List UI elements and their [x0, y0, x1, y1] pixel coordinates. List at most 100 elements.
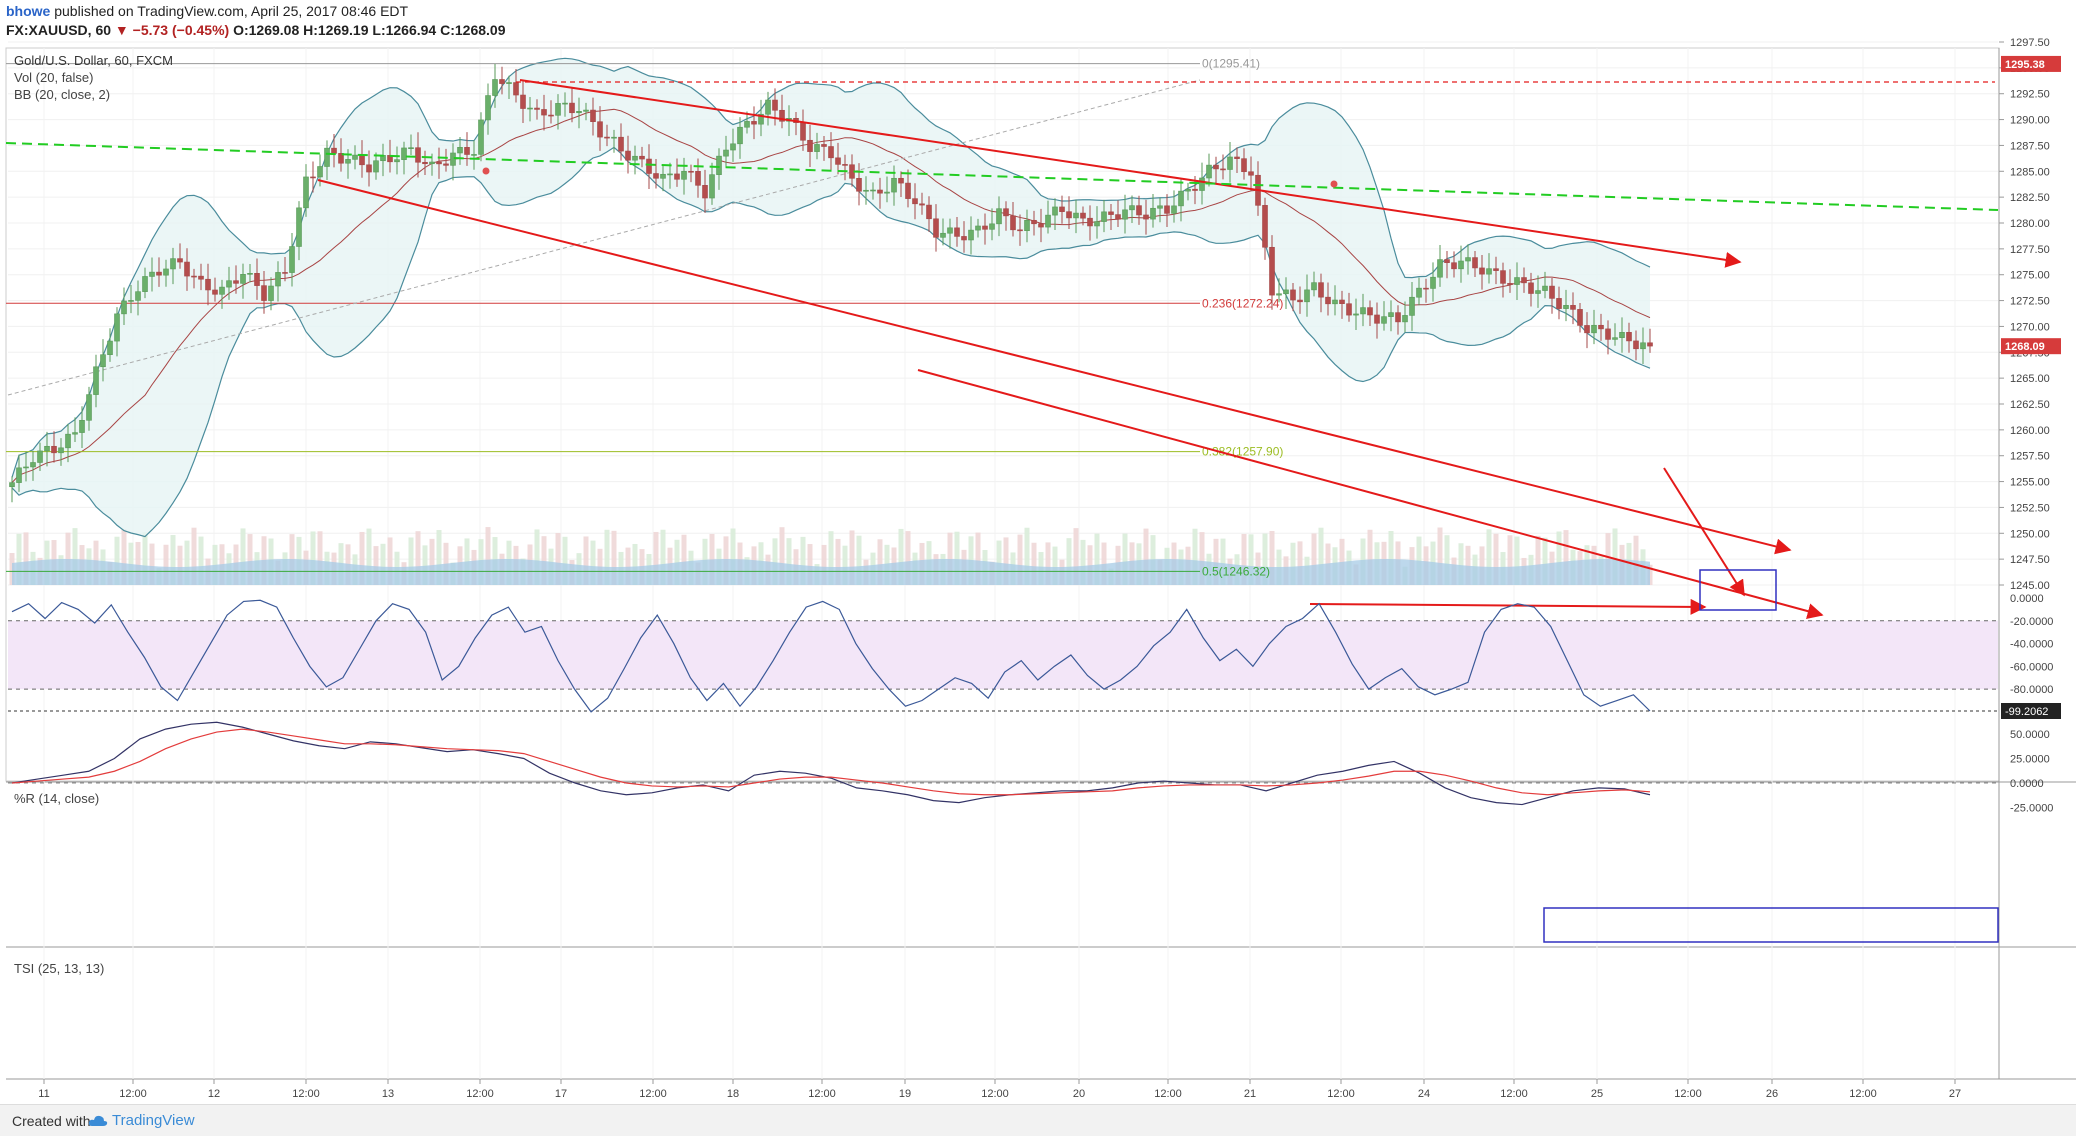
- candle-body: [1108, 211, 1114, 215]
- candle-body: [1486, 268, 1492, 275]
- price-axis[interactable]: 1297.501295.001292.501290.001287.501285.…: [1999, 37, 2061, 592]
- candle-body: [1479, 267, 1485, 275]
- author-link[interactable]: bhowe: [6, 3, 51, 19]
- volume-bar: [436, 530, 442, 585]
- price-tick-label: 1257.50: [2010, 451, 2050, 463]
- chart-svg[interactable]: 0(1295.41) 0.236(1272.24) 0.382(1257.90) 0.…: [0, 0, 2076, 1104]
- candle-body: [1346, 303, 1352, 316]
- volume-bar: [177, 545, 183, 585]
- candle-body: [352, 154, 358, 160]
- volume-bar: [681, 534, 687, 585]
- candle-body: [1241, 158, 1247, 173]
- volume-bar: [135, 541, 141, 585]
- volume-bar: [72, 528, 78, 585]
- publish-header: bhowe published on TradingView.com, Apri…: [0, 0, 2076, 46]
- volume-bar: [1493, 533, 1499, 585]
- tsi-pane[interactable]: 50.0000 25.0000 0.0000 -25.0000: [8, 721, 2053, 815]
- time-axis[interactable]: 11 12:00 12 12:00 13 12:00 17 12:00 18 12:00 19 12:…: [38, 1079, 1961, 1100]
- time-tick-label: 21: [1244, 1088, 1256, 1100]
- candle-body: [870, 189, 876, 192]
- volume-bar: [191, 527, 197, 585]
- candle-body: [751, 121, 757, 125]
- candle-body: [625, 150, 631, 161]
- candle-body: [1031, 219, 1037, 225]
- candle-body: [1038, 223, 1044, 228]
- candle-body: [1591, 324, 1597, 334]
- candle-body: [345, 159, 351, 164]
- candles: [9, 63, 1653, 503]
- volume-bar: [800, 536, 806, 585]
- candle-body: [996, 208, 1002, 225]
- time-tick-label: 27: [1949, 1088, 1961, 1100]
- candle-body: [163, 268, 169, 276]
- candle-body: [1430, 276, 1436, 289]
- candle-body: [1017, 229, 1023, 232]
- candle-body: [1080, 212, 1086, 219]
- candle-body: [170, 258, 176, 270]
- channel-lower-1: [317, 179, 1792, 555]
- candle-body: [968, 229, 974, 241]
- candle-body: [401, 147, 407, 160]
- candle-body: [898, 177, 904, 184]
- candle-body: [1584, 325, 1590, 334]
- volume-bar: [415, 531, 421, 585]
- volume-bar: [1143, 528, 1149, 585]
- volume-bar: [1290, 542, 1296, 585]
- candle-body: [1514, 277, 1520, 285]
- volume-bar: [1017, 534, 1023, 585]
- symbol-text: FX:XAUUSD, 60: [6, 22, 112, 38]
- williams-r-pane[interactable]: 0.0000 -20.0000 -40.0000 -60.0000 -80.0000 -9…: [8, 593, 2061, 943]
- tsi-tick-label: 50.0000: [2010, 729, 2050, 741]
- volume-bar: [387, 537, 393, 585]
- volume-bar: [1514, 536, 1520, 585]
- candle-body: [1332, 299, 1338, 305]
- price-tick-label: 1247.50: [2010, 554, 2050, 566]
- candle-body: [415, 147, 421, 163]
- volume-bar: [1556, 531, 1562, 585]
- price-tick-label: 1292.50: [2010, 89, 2050, 101]
- candle-body: [1528, 282, 1534, 294]
- candle-body: [198, 275, 204, 280]
- tradingview-logo[interactable]: TradingView: [88, 1112, 195, 1129]
- volume-bar: [835, 538, 841, 585]
- price-tick-label: 1270.00: [2010, 321, 2050, 333]
- candle-body: [1059, 206, 1065, 212]
- candle-body: [1339, 299, 1345, 305]
- candle-body: [1073, 212, 1079, 219]
- candle-body: [51, 445, 57, 454]
- volume-bar: [877, 539, 883, 585]
- candle-body: [884, 191, 890, 194]
- candle-body: [513, 82, 519, 96]
- candle-body: [79, 420, 85, 433]
- price-tick-label: 1272.50: [2010, 296, 2050, 308]
- created-with-text: Created with: [12, 1113, 91, 1129]
- volume-bar: [1612, 528, 1618, 585]
- candle-body: [961, 236, 967, 241]
- candle-body: [1402, 315, 1408, 323]
- volume-bar: [121, 529, 127, 585]
- volume-bar: [1311, 533, 1317, 585]
- volume-bar: [317, 531, 323, 585]
- time-tick-label: 25: [1591, 1088, 1603, 1100]
- candle-body: [1192, 188, 1198, 191]
- candle-body: [1115, 214, 1121, 220]
- volume-bar: [954, 531, 960, 585]
- candle-body: [247, 273, 253, 275]
- volume-bar: [1479, 546, 1485, 585]
- tsi-signal-line: [11, 728, 1651, 796]
- volume-bar: [1087, 545, 1093, 585]
- price-tick-label: 1262.50: [2010, 399, 2050, 411]
- channel-lower-2: [917, 369, 1824, 619]
- volume-bar: [240, 528, 246, 585]
- candle-body: [1199, 177, 1205, 191]
- candle-body: [1297, 299, 1303, 303]
- tsi-legend: TSI (25, 13, 13): [14, 961, 104, 976]
- volume-bar: [1465, 545, 1471, 585]
- candle-body: [226, 280, 232, 288]
- volume-bar: [1388, 531, 1394, 585]
- time-tick-label: 17: [555, 1088, 567, 1100]
- time-tick-label: 19: [899, 1088, 911, 1100]
- drawing-tools[interactable]: [5, 79, 1999, 619]
- volume-bar: [1003, 537, 1009, 585]
- price-tick-label: 1252.50: [2010, 502, 2050, 514]
